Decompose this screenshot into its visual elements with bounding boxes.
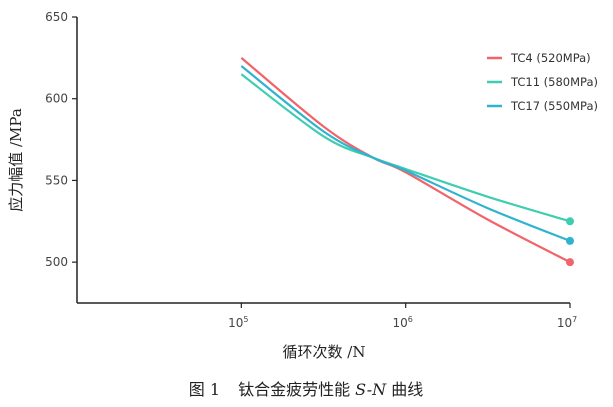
- figure-caption: 图 1 钛合金疲劳性能 S-N 曲线: [189, 380, 423, 399]
- x-tick-label: 106: [392, 315, 412, 330]
- y-tick-label: 550: [45, 173, 68, 187]
- series-line-2: [240, 73, 571, 223]
- series-line-3: [240, 65, 571, 242]
- series-end-point-1: [566, 258, 574, 267]
- legend-label: TC4 (520MPa): [510, 51, 591, 65]
- x-axis-label: 循环次数 /N: [283, 343, 366, 361]
- y-tick-label: 600: [45, 92, 68, 106]
- legend-label: TC11 (580MPa): [510, 75, 598, 89]
- x-tick-label: 105: [228, 315, 248, 330]
- caption-italic: S-N: [355, 380, 387, 399]
- y-tick-label: 650: [45, 10, 68, 24]
- caption-text: 钛合金疲劳性能: [238, 380, 355, 399]
- caption-prefix: 图 1: [189, 380, 220, 399]
- series-end-point-2: [566, 217, 574, 226]
- caption-suffix: 曲线: [386, 380, 423, 399]
- x-tick-label: 107: [557, 315, 577, 330]
- legend-label: TC17 (550MPa): [510, 99, 598, 113]
- series-end-point-3: [566, 236, 574, 245]
- y-axis-label: 应力幅值 /MPa: [7, 108, 25, 212]
- y-tick-label: 500: [45, 255, 68, 269]
